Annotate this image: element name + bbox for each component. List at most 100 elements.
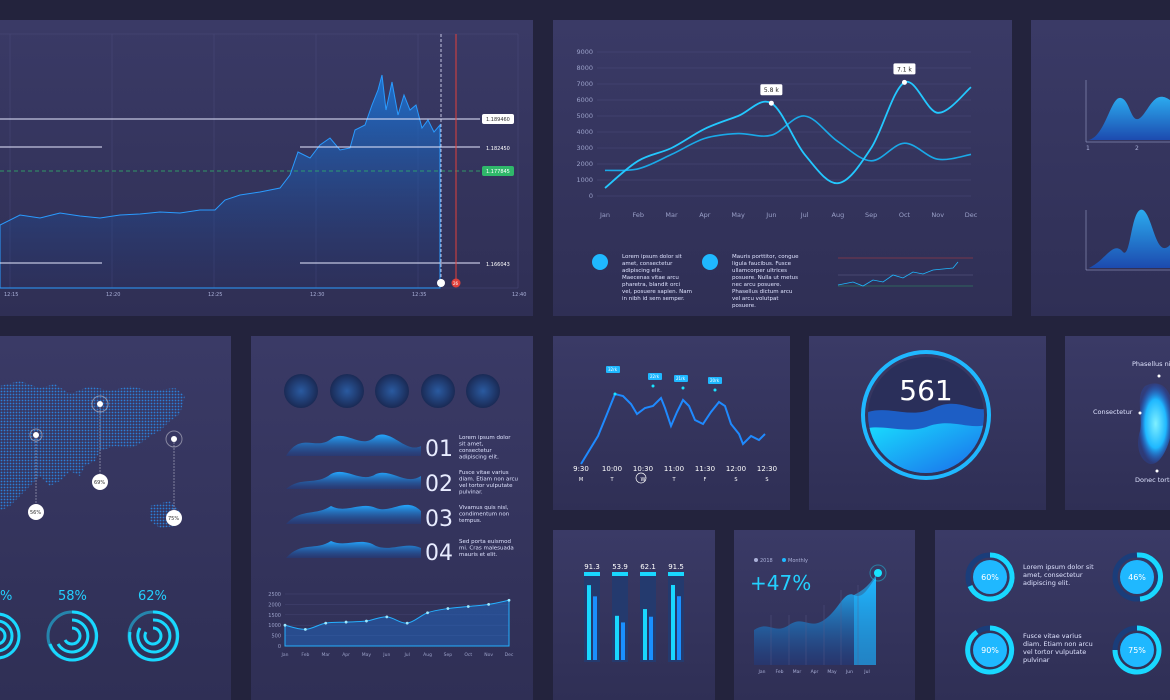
- time-marker-icon[interactable]: [437, 279, 445, 287]
- globe-icons: [284, 374, 500, 408]
- x-tick: Mar: [665, 211, 678, 219]
- bar: [649, 616, 653, 660]
- price-tag-1: 1.189460: [486, 117, 510, 123]
- growth-chart: 2018 Monthly +47% Jan Feb Mar Apr May Jun Jul: [750, 558, 887, 675]
- y-tick: 1000: [576, 176, 593, 184]
- line-chart: 9000 8000 7000 6000 5000 4000 3000 2000 1000 0 Ja…: [576, 48, 978, 309]
- time-label: 12:40: [512, 292, 526, 298]
- day-label: S: [765, 477, 768, 483]
- x-tick: Apr: [342, 652, 350, 658]
- series-1-line: [604, 115, 972, 172]
- donuts-panel: 60% 46% 90% 75% Lorem ipsum dolor sit ame…: [935, 530, 1170, 700]
- data-point: [507, 598, 511, 602]
- growth-point-icon[interactable]: [874, 569, 882, 577]
- donut-3-value: 90%: [981, 646, 999, 655]
- time-label: 12:30: [757, 465, 777, 473]
- y-tick: 2000: [576, 160, 593, 168]
- bar-value: 53.9: [612, 563, 628, 571]
- red-marker-icon[interactable]: [451, 278, 461, 288]
- bar-value: 62.1: [640, 563, 656, 571]
- callout-point: [901, 79, 907, 85]
- area-chart: [284, 599, 510, 647]
- bar: [677, 596, 681, 660]
- time-label: 10:30: [633, 465, 653, 473]
- day-label: F: [704, 477, 707, 483]
- y-tick: 2500: [268, 592, 281, 598]
- gauge-3-value: 62%: [138, 589, 167, 604]
- y-tick: 2000: [268, 602, 281, 608]
- intraday-line: [580, 392, 766, 465]
- bars-panel: 91.3 53.9 62.1 91.5: [553, 530, 715, 700]
- bar-value: 91.5: [668, 563, 684, 571]
- legend-2-text: Mauris porttitor, congue ligula faucibus.…: [732, 254, 799, 309]
- data-point: [466, 605, 470, 608]
- donut-4-value: 75%: [1128, 646, 1146, 655]
- legend-year: 2018: [760, 558, 773, 564]
- time-label: 11:00: [664, 465, 684, 473]
- y-tick: 1500: [268, 613, 281, 619]
- x-tick: Mar: [793, 669, 802, 675]
- x-tick: Oct: [464, 652, 472, 658]
- donut-1-value: 60%: [981, 573, 999, 582]
- bubble-shape: [1138, 383, 1170, 465]
- legend-1-icon: [592, 254, 608, 270]
- mini-chart: [837, 257, 973, 287]
- y-tick: 0: [278, 644, 281, 650]
- intraday-chart: 32rk 22rk 21rk 20rk 9:30 M 10:00 T 10:30 W 11:…: [573, 366, 777, 484]
- donut-text: Lorem ipsum dolor sit amet, consectetur ad…: [1023, 563, 1094, 587]
- x-tick: Aug: [423, 652, 432, 658]
- data-point: [487, 603, 491, 606]
- x-tick: May: [827, 669, 837, 675]
- x-tick: Dec: [505, 652, 514, 658]
- x-tick: Sep: [444, 652, 453, 658]
- tag: 21rk: [676, 376, 686, 381]
- x-tick: Dec: [965, 211, 978, 219]
- growth-panel: 2018 Monthly +47% Jan Feb Mar Apr May Jun Jul: [734, 530, 915, 700]
- counter-value: 561: [899, 374, 952, 407]
- x-tick: Sep: [865, 211, 877, 219]
- tag: 32rk: [608, 367, 618, 372]
- item-number: 02: [425, 472, 453, 497]
- donut-text: Fusce vitae varius diam. Etiam non arcu ve…: [1023, 632, 1093, 664]
- growth-value: +47%: [750, 571, 811, 595]
- item-text: Fusce vitae varius diam. Etiam non arcu ve…: [459, 470, 518, 496]
- day-label: S: [734, 477, 737, 483]
- y-tick: 3000: [576, 144, 593, 152]
- x-tick: May: [731, 211, 745, 219]
- map-panel: 56% 69% 75% % 58% 62%: [0, 336, 231, 700]
- waves-chart: 01 02 03 04 Lorem ipsum dolor sit amet, co…: [268, 374, 518, 658]
- callout-label: 7.1 k: [897, 66, 912, 73]
- legend-1-text: Lorem ipsum dolor sit amet, consectetur ad…: [622, 254, 692, 302]
- data-point: [405, 621, 409, 625]
- day-label: M: [579, 477, 583, 483]
- trading-chart: 1.189460 1.182450 1.177845 1.166043 26 1…: [0, 33, 526, 298]
- data-point: [365, 619, 368, 623]
- y-tick: 5000: [576, 112, 593, 120]
- y-tick: 6000: [576, 96, 593, 104]
- series-2-line: [604, 81, 972, 189]
- data-point: [303, 627, 307, 631]
- counter-panel: 561: [809, 336, 1046, 510]
- selected-day-icon[interactable]: [635, 472, 647, 484]
- bubble-label: Consectetur: [1093, 408, 1133, 416]
- map-chart: 56% 69% 75% % 58% 62%: [0, 381, 185, 662]
- area-1: [1089, 96, 1170, 140]
- item-text: Sed porta euismod mi. Cras malesuada mauri…: [459, 539, 514, 558]
- y-tick: 7000: [576, 80, 593, 88]
- time-label: 12:25: [208, 292, 222, 298]
- x-tick: Feb: [633, 211, 645, 219]
- price-tag-2: 1.182450: [486, 146, 510, 152]
- legend-2-icon: [702, 254, 718, 270]
- x-tick: Oct: [899, 211, 911, 219]
- y-tick: 4000: [576, 128, 593, 136]
- y-tick: 1000: [268, 623, 281, 629]
- area-charts: 1 2: [1085, 80, 1170, 271]
- x-tick: Jan: [599, 211, 610, 219]
- x-tick: May: [362, 652, 372, 658]
- x-tick: Apr: [699, 211, 711, 219]
- callout-point: [768, 100, 774, 106]
- marker-badge: 26: [453, 281, 459, 286]
- bubble-panel: Phasellus nib Consectetur Donec tortor: [1065, 336, 1170, 510]
- x-tick: Jul: [403, 652, 409, 658]
- time-label: 12:20: [106, 292, 120, 298]
